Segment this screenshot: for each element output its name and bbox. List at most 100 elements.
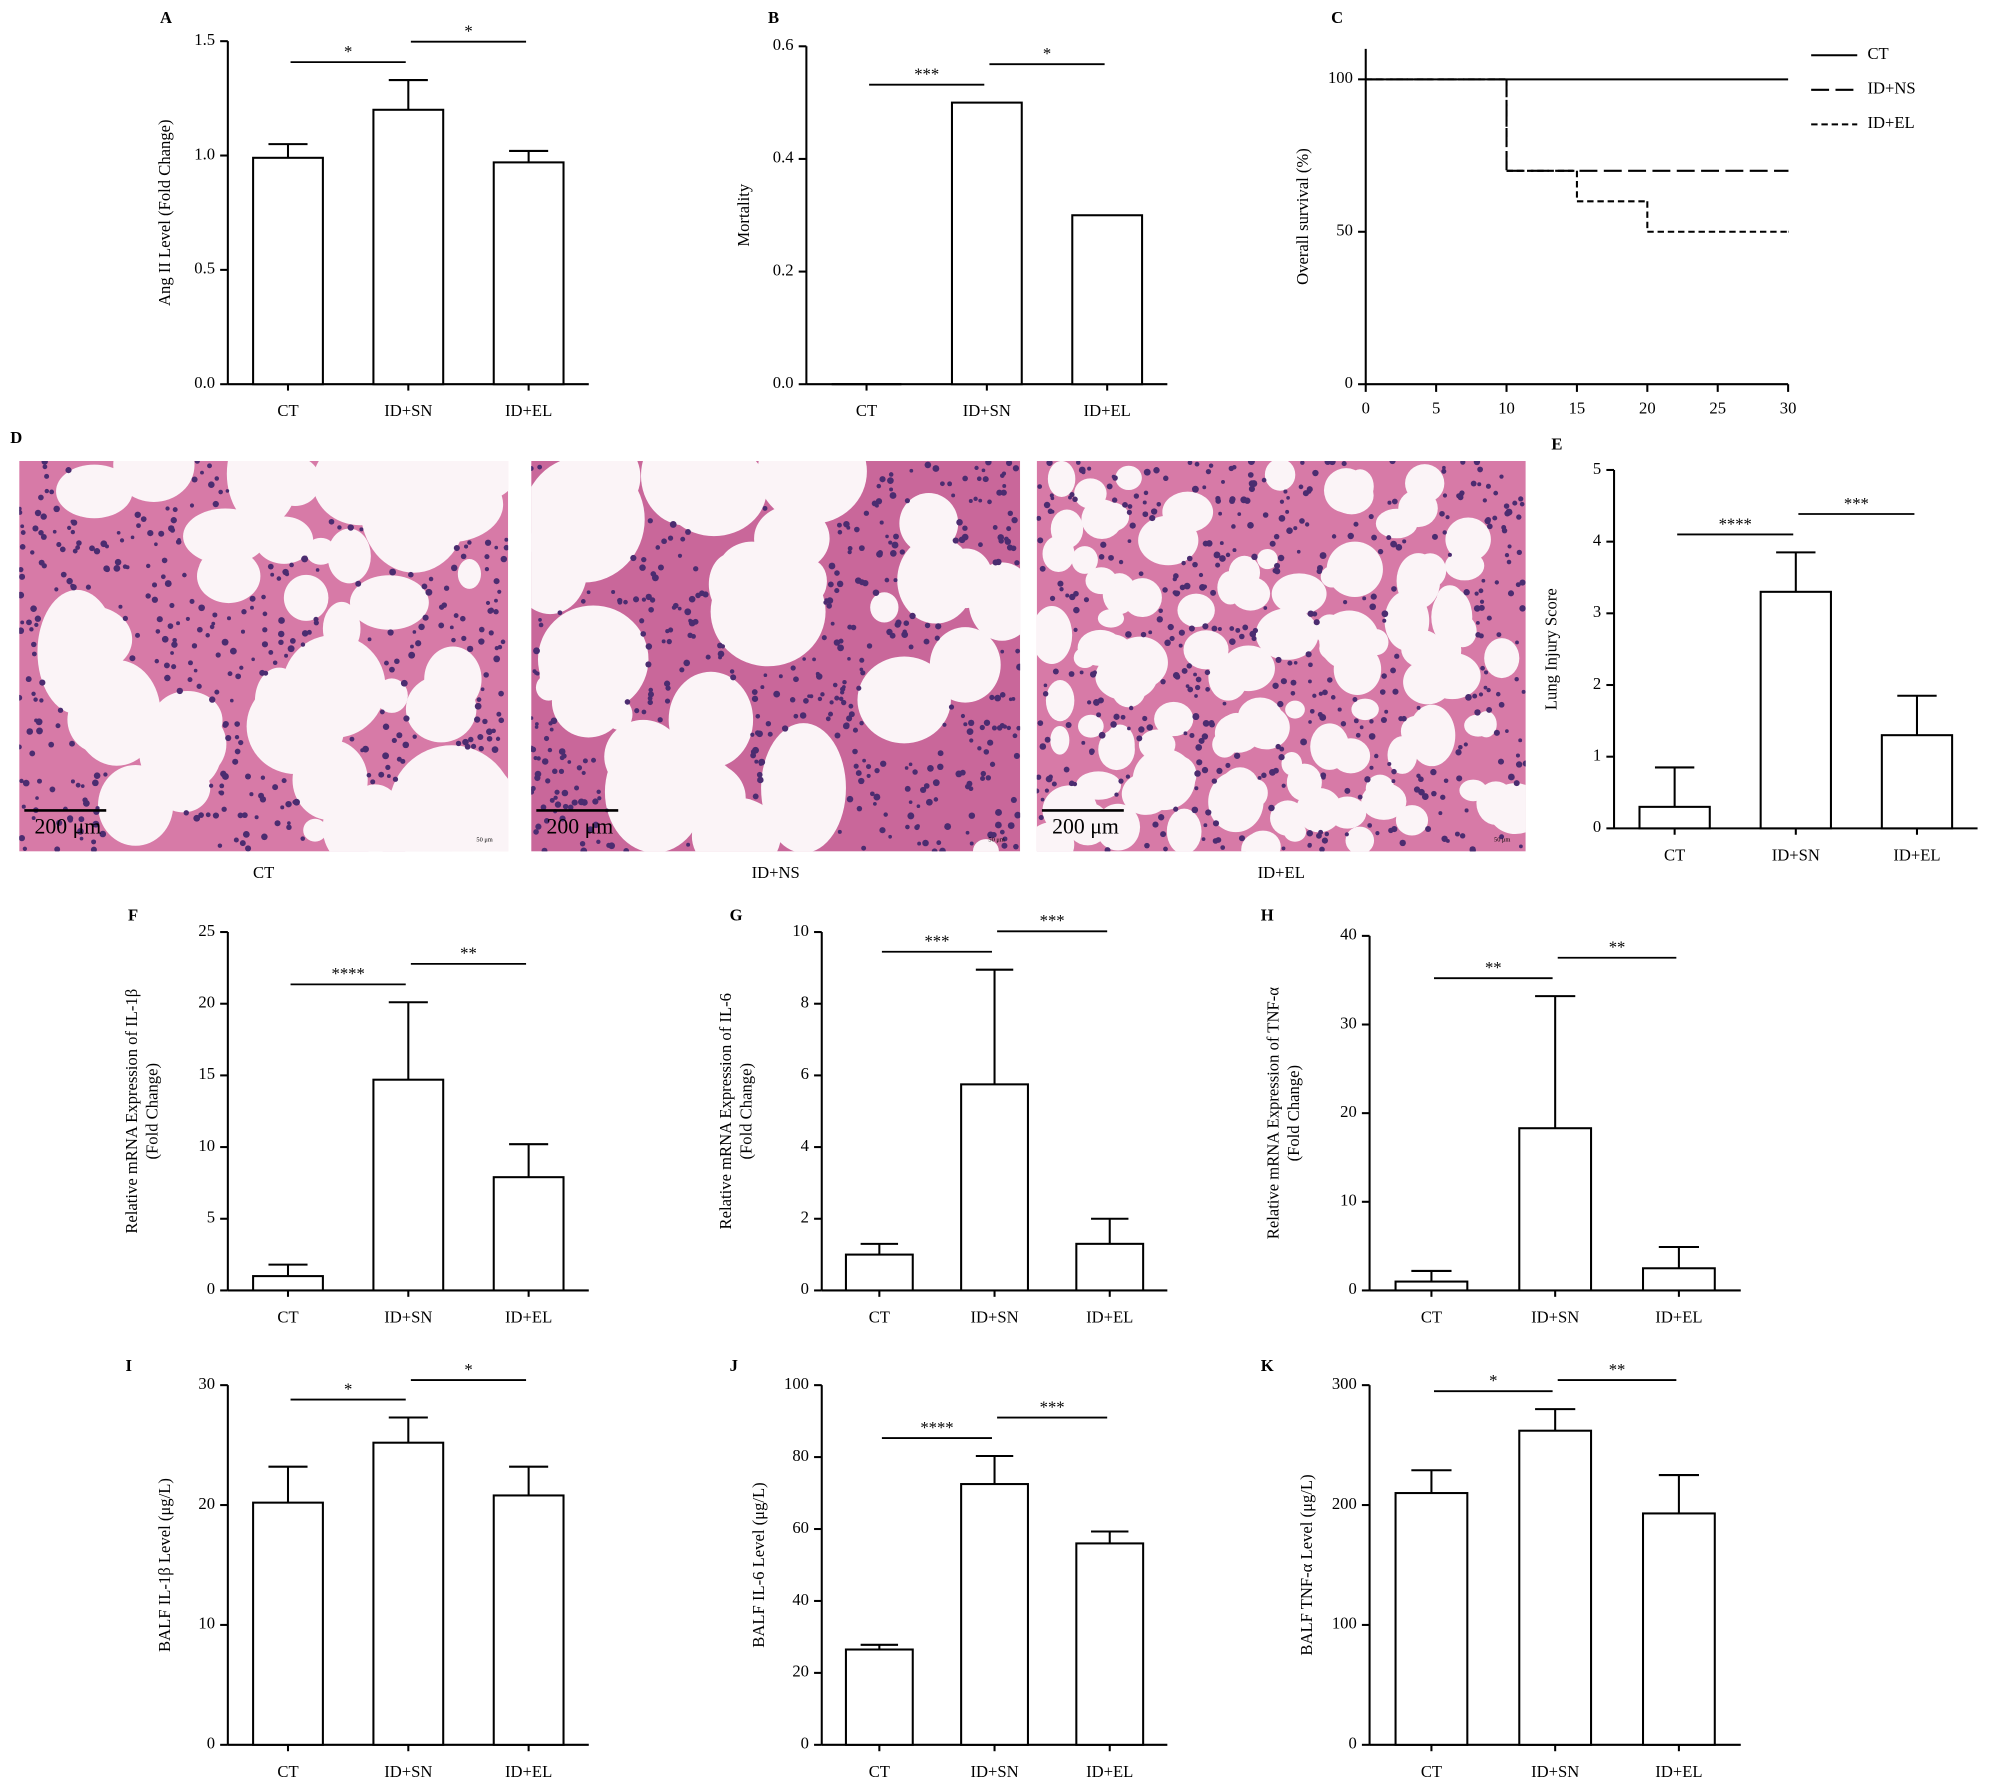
alveolus [1183,630,1229,670]
nucleus [160,574,166,580]
nucleus [802,657,806,661]
nucleus [276,576,282,581]
nucleus [925,798,933,806]
nucleus [55,723,61,729]
alveolus [1365,774,1395,803]
nucleus [20,620,25,625]
nucleus [1218,511,1223,516]
y-axis-label: Ang II Level (Fold Change) [155,119,174,306]
nucleus [31,691,36,696]
nucleus [1279,499,1285,504]
nucleus [922,839,929,847]
nucleus [1367,823,1373,828]
bar [1638,805,1711,830]
nucleus [647,695,653,701]
nucleus [1215,498,1222,504]
nucleus [665,685,671,691]
y-tick-label: 2 [1593,674,1601,693]
nucleus [1213,551,1221,559]
nucleus [536,756,541,761]
nucleus [1475,632,1481,638]
y-tick-label: 10 [198,1614,215,1633]
nucleus [1308,720,1312,724]
histology-image: 200 μm 50 μm [1036,461,1526,852]
alveolus [678,759,738,824]
nucleus [260,775,266,780]
nucleus [648,606,654,613]
nucleus [1149,514,1156,522]
nucleus [493,655,501,663]
nucleus [1454,831,1460,837]
nucleus [1519,579,1526,586]
nucleus [948,704,955,710]
alveolus [1487,783,1526,835]
x-tick-label: ID+SN [970,1762,1018,1781]
nucleus [1096,712,1102,718]
panel-letter: C [1331,8,1343,27]
nucleus [182,572,187,578]
nucleus [758,758,766,766]
nucleus [1493,490,1499,496]
nucleus [1494,580,1499,585]
nucleus [1306,830,1314,837]
bar [950,101,1023,386]
nucleus [1108,554,1114,561]
alveolus [1036,606,1073,664]
nucleus [756,771,763,778]
nucleus [533,755,538,761]
bar [844,1648,914,1746]
nucleus [219,783,225,789]
nucleus [1178,643,1183,648]
nucleus [453,544,460,552]
nucleus [927,765,934,772]
nucleus [1309,708,1315,714]
nucleus [987,739,994,746]
nucleus [1172,576,1177,582]
nucleus [691,634,696,639]
panel-letter: B [768,8,779,27]
nucleus [995,809,1002,816]
nucleus [952,537,959,544]
significance-label: *** [1844,494,1869,513]
nucleus [684,608,692,616]
nucleus [1195,684,1201,691]
x-tick-label: CT [1664,845,1685,864]
nucleus [1111,497,1118,503]
nucleus [38,530,44,536]
nucleus [1312,611,1318,617]
nucleus [1037,537,1044,544]
nucleus [1050,496,1055,501]
nucleus [230,647,237,655]
nucleus [1472,693,1478,699]
nucleus [1209,721,1216,728]
nucleus [1364,776,1371,783]
nucleus [209,624,215,630]
bar [1759,590,1832,830]
nucleus [846,715,853,722]
nucleus [1205,468,1212,475]
nucleus [894,621,901,628]
nucleus [1002,724,1007,729]
nucleus [904,498,910,504]
nucleus [1359,725,1364,730]
nucleus [1319,552,1327,559]
x-tick-label: ID+EL [505,1307,552,1326]
nucleus [1202,720,1210,727]
significance-label: *** [1040,911,1065,930]
nucleus [1296,549,1301,554]
nucleus [140,516,147,522]
nucleus [1046,461,1053,466]
nucleus [22,846,28,851]
nucleus [250,605,254,610]
nucleus [450,564,458,572]
nucleus [885,534,889,539]
nucleus [461,635,467,641]
alveolus [1115,465,1142,491]
significance-label: *** [1040,1397,1065,1416]
nucleus [1519,501,1525,507]
nucleus [1416,705,1421,710]
nucleus [234,721,240,727]
nucleus [1390,540,1397,548]
nucleus [1075,461,1081,465]
nucleus [1232,548,1237,553]
